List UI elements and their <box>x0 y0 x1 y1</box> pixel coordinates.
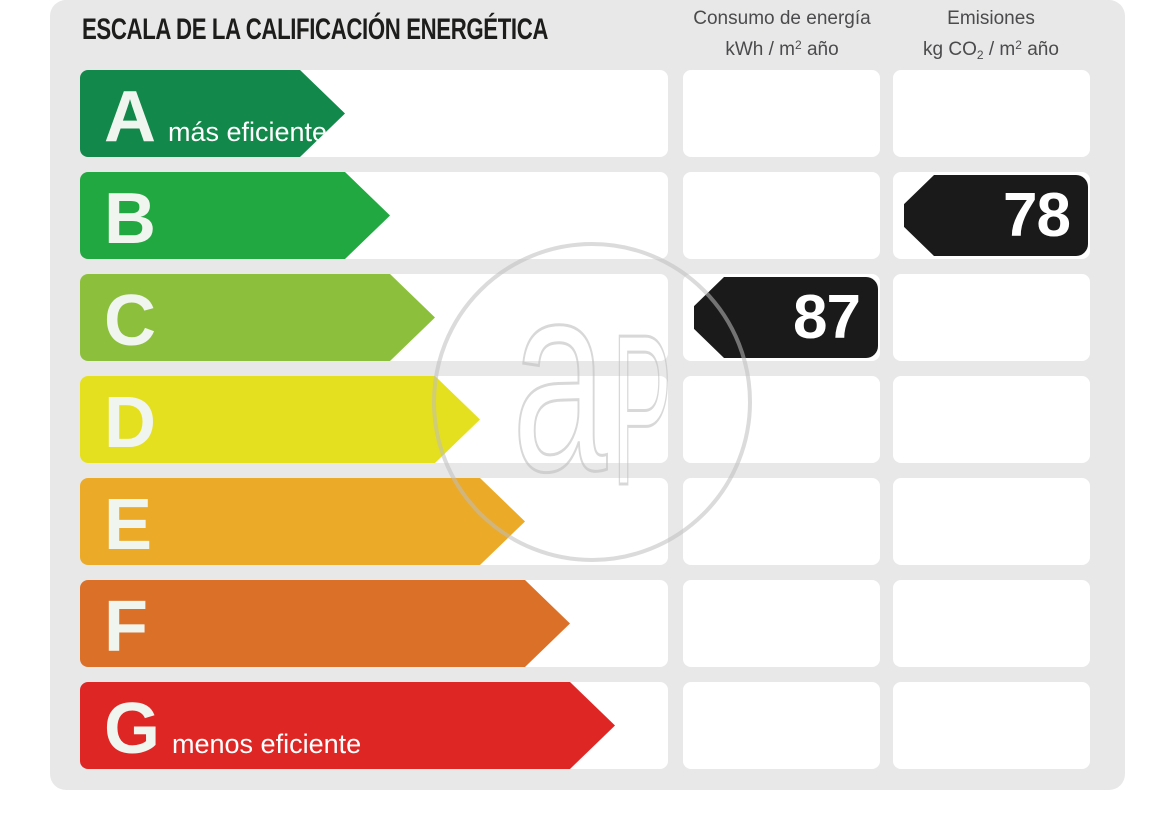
consumo-cell <box>683 376 880 463</box>
consumo-value: 87 <box>793 283 861 352</box>
emisiones-cell <box>893 70 1090 157</box>
rating-letter: D <box>104 383 156 463</box>
rating-arrow: F <box>80 580 570 667</box>
rating-letter: C <box>104 281 156 361</box>
consumo-cell <box>683 682 880 769</box>
rating-track: G menos eficiente <box>80 682 668 769</box>
rating-row: D <box>80 376 1090 463</box>
rating-arrow: B <box>80 172 390 259</box>
rating-track: A más eficiente <box>80 70 668 157</box>
consumo-header-line1: Consumo de energía <box>693 8 871 29</box>
rating-letter: B <box>104 179 156 259</box>
emisiones-cell <box>893 580 1090 667</box>
emisiones-value: 78 <box>1003 181 1071 250</box>
consumo-cell <box>683 172 880 259</box>
rating-track: D <box>80 376 668 463</box>
emisiones-header-line1: Emisiones <box>947 8 1035 29</box>
consumo-column-header: Consumo de energía kWh / m2 año <box>662 5 902 63</box>
rating-letter: F <box>104 587 148 667</box>
rating-arrow: G menos eficiente <box>80 682 615 769</box>
efficiency-note: más eficiente <box>168 117 328 147</box>
rating-arrow: E <box>80 478 525 565</box>
rating-row: C 87 <box>80 274 1090 361</box>
co2-sub: 2 <box>976 48 984 62</box>
rating-row: E <box>80 478 1090 565</box>
rating-arrow: C <box>80 274 435 361</box>
consumo-cell <box>683 580 880 667</box>
rating-rows: A más eficiente B 78 C <box>80 70 1090 769</box>
consumo-cell: 87 <box>683 274 880 361</box>
consumo-header-line2: kWh / m2 año <box>725 38 839 60</box>
emisiones-column-header: Emisiones kg CO2 / m2 año <box>871 5 1111 69</box>
rating-row: B 78 <box>80 172 1090 259</box>
rating-letter: E <box>104 485 153 565</box>
efficiency-note: menos eficiente <box>172 729 362 759</box>
rating-track: E <box>80 478 668 565</box>
rating-track: C <box>80 274 668 361</box>
consumo-value-tag: 87 <box>694 277 878 358</box>
rating-arrow: D <box>80 376 480 463</box>
emisiones-cell <box>893 682 1090 769</box>
emisiones-header-line2: kg CO2 / m2 año <box>923 38 1059 62</box>
squared-sup: 2 <box>1015 38 1022 52</box>
rating-track: B <box>80 172 668 259</box>
emisiones-cell <box>893 478 1090 565</box>
squared-sup: 2 <box>795 38 802 52</box>
rating-letter: A <box>104 77 156 157</box>
rating-row: G menos eficiente <box>80 682 1090 769</box>
consumo-cell <box>683 70 880 157</box>
emisiones-cell <box>893 376 1090 463</box>
rating-arrow: A más eficiente <box>80 70 345 157</box>
rating-track: F <box>80 580 668 667</box>
emisiones-cell: 78 <box>893 172 1090 259</box>
consumo-cell <box>683 478 880 565</box>
rating-row: F <box>80 580 1090 667</box>
emisiones-cell <box>893 274 1090 361</box>
rating-letter: G <box>104 689 161 769</box>
emisiones-value-tag: 78 <box>904 175 1088 256</box>
page-title: ESCALA DE LA CALIFICACIÓN ENERGÉTICA <box>82 13 549 46</box>
rating-row: A más eficiente <box>80 70 1090 157</box>
